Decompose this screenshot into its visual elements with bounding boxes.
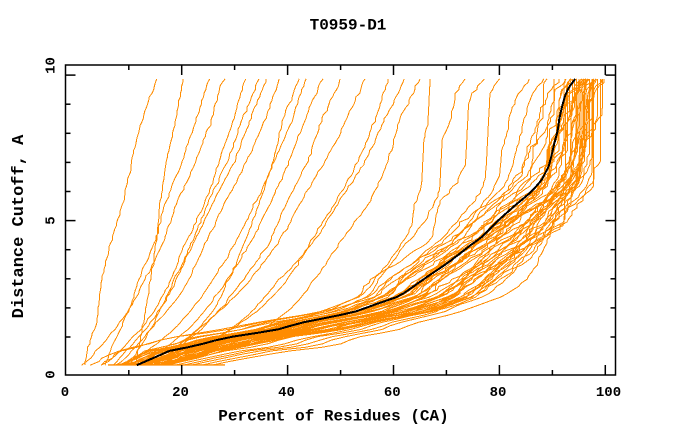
svg-text:Percent of Residues (CA): Percent of Residues (CA) (218, 408, 448, 426)
svg-text:T0959-D1: T0959-D1 (310, 17, 387, 35)
svg-text:10: 10 (44, 57, 60, 74)
svg-text:0: 0 (61, 385, 69, 401)
svg-text:100: 100 (596, 385, 621, 401)
svg-text:20: 20 (172, 385, 189, 401)
svg-text:Distance Cutoff, A: Distance Cutoff, A (10, 134, 29, 318)
svg-text:0: 0 (44, 370, 60, 378)
svg-text:80: 80 (490, 385, 507, 401)
svg-text:60: 60 (384, 385, 401, 401)
svg-text:40: 40 (278, 385, 295, 401)
svg-text:5: 5 (44, 216, 60, 224)
